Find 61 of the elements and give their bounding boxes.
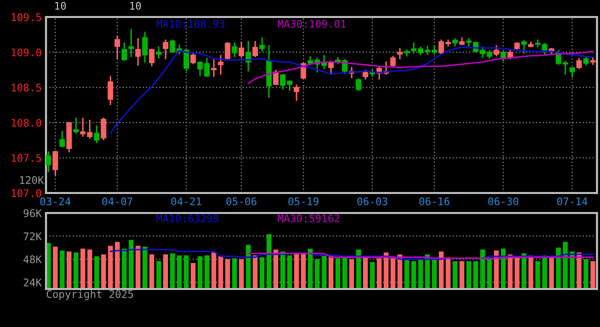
x-tick-label: 06-30 [488, 197, 518, 206]
candlestick [156, 46, 162, 59]
x-tick-label: 06-03 [357, 197, 388, 206]
candlestick [211, 59, 217, 77]
x-tick-label: 04-21 [171, 197, 202, 206]
candlestick [294, 84, 300, 101]
y-tick-label: 109.0 [12, 48, 42, 56]
candlestick [397, 48, 403, 60]
y-tick-label: 107.0 [12, 189, 42, 198]
candlestick [218, 55, 224, 75]
text: MA30:59162 [278, 214, 340, 222]
candlestick [390, 56, 396, 67]
x-tick-label: 04-07 [102, 197, 132, 206]
text: 10 [130, 2, 141, 10]
candlestick [100, 118, 106, 140]
line-series [248, 50, 594, 84]
x-tick-label: 05-06 [226, 197, 256, 206]
y-tick-label: 24K [24, 278, 42, 286]
x-tick-label: 06-16 [419, 197, 450, 206]
y-tick-label: 109.5 [12, 13, 41, 22]
candlestick [190, 52, 196, 64]
candlestick [232, 42, 238, 58]
candlestick [73, 118, 79, 134]
y-tick-label: 107.5 [12, 154, 41, 162]
candlestick [121, 42, 127, 61]
candlestick [142, 32, 148, 63]
text: MA10:63298 [156, 214, 218, 222]
candlestick [252, 40, 258, 58]
candlestick [52, 150, 58, 176]
candlestick [46, 151, 52, 172]
candlestick [259, 37, 265, 52]
candlestick [59, 131, 65, 148]
candlestick [108, 76, 114, 105]
candlestick [128, 28, 134, 58]
candlestick [273, 70, 279, 86]
candlestick [521, 40, 527, 54]
text: MA10:108.93 [156, 20, 224, 28]
x-tick-label: 05-19 [288, 197, 318, 206]
text: MA30:109.01 [278, 20, 346, 28]
candlestick [162, 40, 168, 60]
y-tick-label: 96K [24, 209, 42, 218]
candlestick [94, 125, 100, 144]
text: Copyright 2025 [46, 290, 133, 300]
x-tick-label: 03-24 [40, 197, 70, 206]
candlestick [149, 48, 155, 66]
candlestick [576, 58, 582, 70]
text: 120K [20, 176, 44, 184]
candlestick [238, 42, 244, 58]
candlestick [135, 38, 141, 66]
candlestick [328, 60, 334, 75]
candlestick [114, 36, 120, 60]
y-tick-label: 72K [24, 232, 42, 240]
candlestick [569, 66, 575, 78]
y-tick-label: 108.0 [12, 118, 42, 127]
candlestick [224, 42, 230, 60]
candlestick [494, 45, 500, 56]
y-tick-label: 108.5 [12, 84, 41, 92]
x-tick-label: 07-14 [557, 197, 588, 206]
text: 10 [55, 2, 66, 10]
y-tick-label: 48K [24, 255, 42, 264]
candlestick [356, 78, 362, 91]
